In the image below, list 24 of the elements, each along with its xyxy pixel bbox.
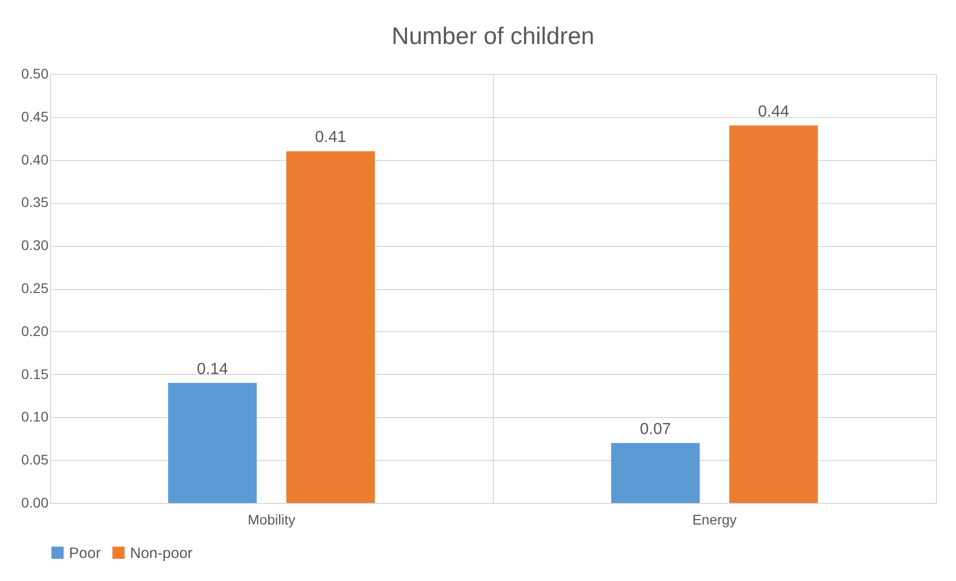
- data-label: 0.07: [640, 420, 672, 438]
- data-label: 0.14: [196, 360, 228, 378]
- x-tick-label: Energy: [692, 512, 737, 528]
- y-tick-label: 0.20: [21, 322, 49, 339]
- y-tick-label: 0.15: [21, 366, 49, 382]
- y-tick-label: 0.45: [21, 108, 49, 124]
- data-label: 0.41: [314, 129, 346, 146]
- y-tick-label: 0.35: [21, 194, 49, 210]
- y-tick-label: 0.50: [21, 66, 49, 82]
- chart-title: Number of children: [392, 23, 594, 50]
- y-tick-label: 0.00: [21, 494, 49, 510]
- bar: [729, 125, 818, 503]
- bar: [286, 151, 375, 503]
- data-label: 0.44: [758, 103, 790, 120]
- y-tick-label: 0.40: [21, 151, 49, 168]
- legend-label: Non-poor: [130, 544, 193, 562]
- y-tick-label: 0.25: [21, 280, 49, 296]
- bar: [611, 442, 700, 503]
- y-tick-label: 0.05: [21, 452, 49, 468]
- bar: [168, 382, 257, 503]
- legend-label: Poor: [69, 544, 101, 562]
- y-tick-label: 0.30: [21, 237, 49, 254]
- y-tick-label: 0.10: [21, 408, 49, 425]
- x-tick-label: Mobility: [248, 512, 296, 528]
